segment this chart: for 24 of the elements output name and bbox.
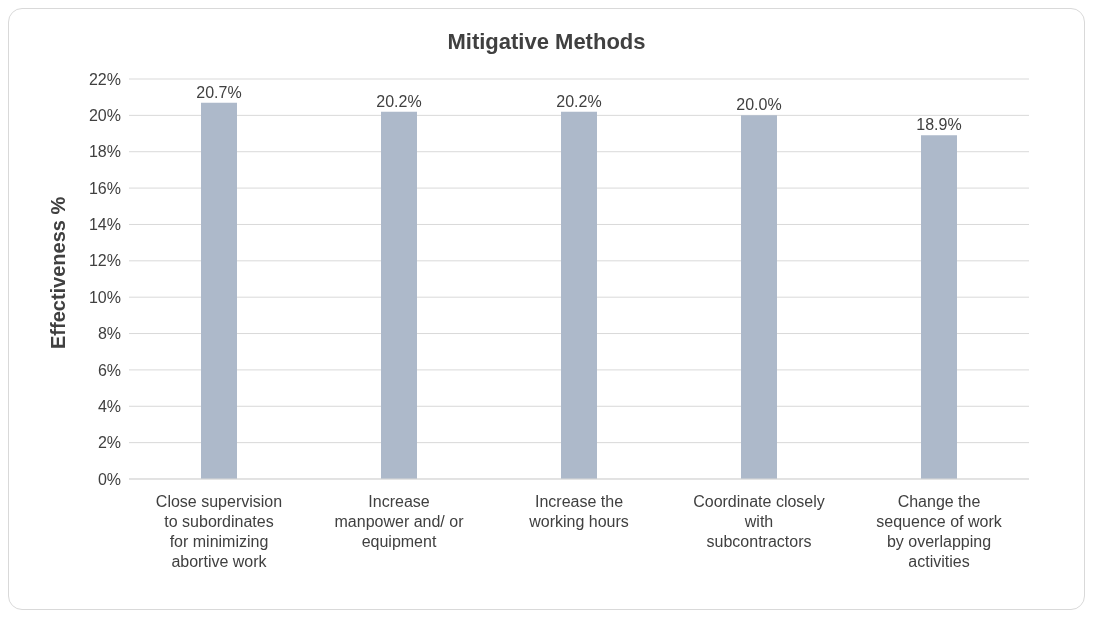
x-tick-label: Increase manpower and/ or equipment — [334, 493, 465, 550]
data-label: 20.0% — [736, 96, 782, 114]
y-tick-label: 8% — [97, 325, 121, 343]
y-tick-label: 6% — [97, 361, 121, 379]
x-tick-label: Close supervision to subordinates for minimizing abortive work — [155, 493, 283, 570]
y-tick-label: 0% — [97, 470, 121, 488]
y-axis-title: Effectiveness % — [47, 196, 70, 349]
y-tick-label: 2% — [97, 434, 121, 452]
y-tick-label: 18% — [88, 143, 121, 161]
y-tick-label: 12% — [88, 252, 121, 270]
x-tick-label: Coordinate closely with subcontractors — [693, 493, 825, 550]
x-tick-label: Change the sequence of work by overlapping activities — [876, 493, 1003, 570]
data-label: 20.2% — [556, 92, 602, 110]
y-tick-label: 14% — [88, 216, 121, 234]
data-label: 18.9% — [916, 116, 962, 134]
data-label: 20.7% — [196, 83, 242, 101]
data-label: 20.2% — [376, 92, 422, 110]
y-tick-label: 20% — [88, 107, 121, 125]
y-tick-label: 16% — [88, 179, 121, 197]
y-tick-label: 22% — [88, 70, 121, 88]
x-tick-label: Increase the working hours — [528, 493, 629, 530]
y-tick-label: 4% — [97, 397, 121, 415]
y-tick-label: 10% — [88, 288, 121, 306]
chart-title: Mitigative Methods — [446, 28, 647, 56]
